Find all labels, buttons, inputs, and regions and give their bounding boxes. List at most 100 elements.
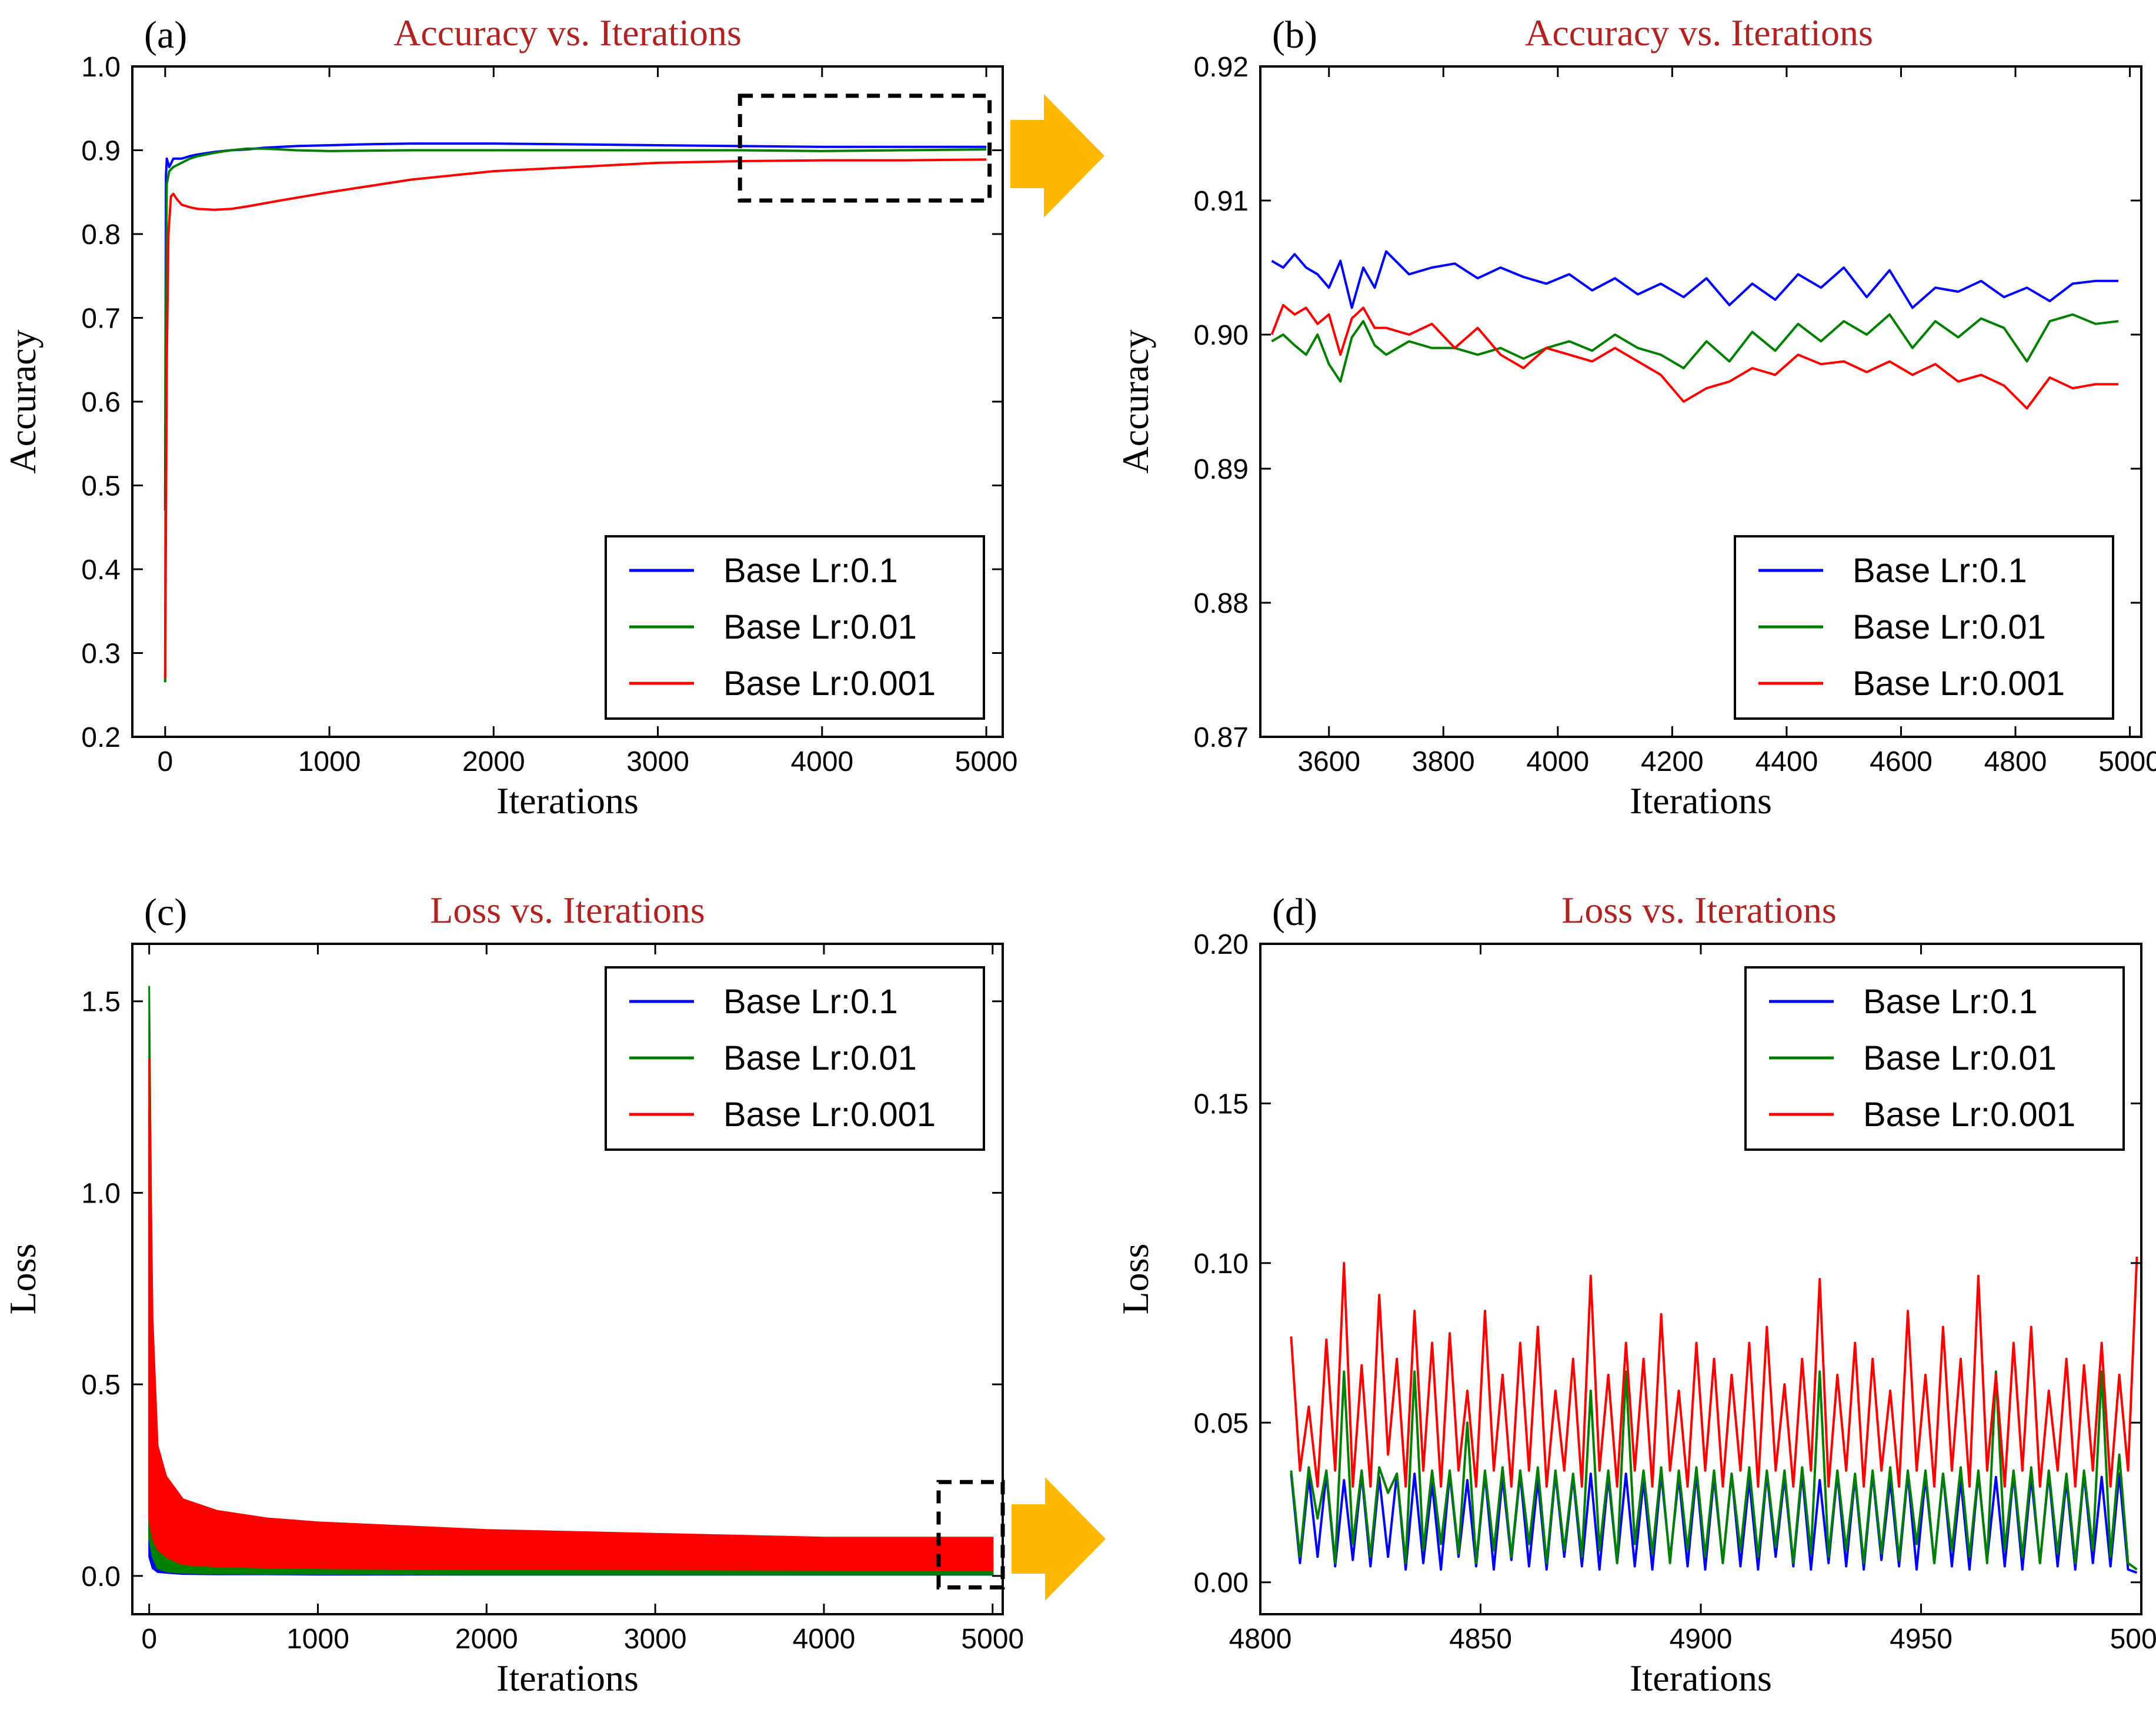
legend-label: Base Lr:0.1 — [1853, 552, 2027, 590]
y-tick-label: 0.0 — [81, 1561, 121, 1592]
series-line-0 — [1271, 250, 2119, 309]
y-axis-label: Accuracy — [1114, 329, 1156, 473]
series-line-1 — [1271, 313, 2119, 383]
x-tick-label: 4200 — [1641, 746, 1704, 777]
panel-d-loss-zoom: 4800 4850 4900 4950 5000 0.00 0.05 0.10 0.15 0.20… — [1114, 889, 2156, 1699]
chart-title: Accuracy vs. Iterations — [1525, 12, 1873, 54]
series-line-2 — [1270, 303, 2119, 410]
legend: Base Lr:0.1 Base Lr:0.01 Base Lr:0.001 — [1734, 535, 2114, 720]
legend-label: Base Lr:0.001 — [723, 665, 936, 703]
legend-frame — [1744, 966, 2125, 1151]
y-tick-label: 0.2 — [81, 722, 121, 753]
y-tick-label: 0.7 — [81, 303, 121, 335]
y-tick-label: 0.10 — [1194, 1248, 1249, 1280]
x-tick-label: 4800 — [1984, 746, 2047, 777]
legend: Base Lr:0.1 Base Lr:0.01 Base Lr:0.001 — [1744, 966, 2125, 1151]
chart-title: Loss vs. Iterations — [430, 889, 705, 931]
legend: Base Lr:0.1 Base Lr:0.01 Base Lr:0.001 — [605, 966, 985, 1151]
panel-label: (c) — [144, 891, 187, 934]
panel-a-accuracy: 0 1000 2000 3000 4000 5000 0.2 0.3 0.4 0.5 0.6 0.7 0… — [2, 12, 1017, 822]
legend-label: Base Lr:0.001 — [1863, 1096, 2075, 1134]
y-tick-label: 0.8 — [81, 219, 121, 251]
series-line-2 — [163, 158, 987, 679]
legend-label: Base Lr:0.1 — [1863, 983, 2038, 1021]
y-tick-label: 1.0 — [81, 1178, 121, 1209]
y-axis-label: Loss — [1114, 1244, 1156, 1315]
x-tick-label: 4950 — [1890, 1624, 1953, 1655]
x-tick-label: 1000 — [298, 746, 361, 777]
zoom-region-box — [737, 94, 992, 203]
y-tick-label: 1.0 — [81, 52, 121, 83]
x-tick-label: 2000 — [462, 746, 525, 777]
x-tick-label: 3600 — [1297, 746, 1360, 777]
y-tick-label: 0.90 — [1194, 320, 1249, 351]
x-tick-label: 5000 — [955, 746, 1018, 777]
y-tick-label: 0.91 — [1194, 186, 1249, 217]
plot-frame — [1259, 65, 2142, 738]
plot-area — [1290, 1256, 2138, 1574]
x-axis-label: Iterations — [496, 1657, 639, 1699]
x-tick-label: 3800 — [1412, 746, 1475, 777]
panel-label: (b) — [1272, 14, 1317, 56]
x-axis-label: Iterations — [1630, 1657, 1772, 1699]
y-tick-label: 0.5 — [81, 471, 121, 502]
plot-frame — [131, 943, 1004, 1615]
x-axis-label: Iterations — [1630, 780, 1772, 822]
y-tick-label: 0.20 — [1194, 929, 1249, 960]
x-tick-label: 5000 — [2110, 1624, 2156, 1655]
plot-area — [1270, 250, 2119, 410]
x-tick-label: 1000 — [286, 1624, 349, 1655]
y-tick-label: 0.00 — [1194, 1568, 1249, 1599]
legend-label: Base Lr:0.01 — [1853, 608, 2046, 646]
y-axis-label: Loss — [2, 1244, 44, 1315]
series-line-1 — [1290, 1370, 2138, 1571]
x-tick-label: 4000 — [1526, 746, 1589, 777]
x-tick-label: 4400 — [1755, 746, 1818, 777]
panel-label: (a) — [144, 14, 187, 56]
x-tick-label: 3000 — [626, 746, 689, 777]
y-tick-label: 0.9 — [81, 136, 121, 167]
y-tick-label: 0.88 — [1194, 588, 1249, 619]
x-tick-label: 4900 — [1670, 1624, 1733, 1655]
y-tick-label: 0.87 — [1194, 722, 1249, 753]
y-tick-label: 0.6 — [81, 387, 121, 418]
x-axis-label: Iterations — [496, 780, 639, 822]
y-axis-label: Accuracy — [2, 329, 44, 473]
x-tick-label: 3000 — [624, 1624, 687, 1655]
x-tick-label: 4600 — [1870, 746, 1933, 777]
x-tick-label: 5000 — [2098, 746, 2156, 777]
chart-title: Accuracy vs. Iterations — [393, 12, 742, 54]
zoom-arrow-bottom — [1012, 1477, 1106, 1601]
x-tick-label: 4000 — [793, 1624, 856, 1655]
x-tick-label: 2000 — [455, 1624, 518, 1655]
x-tick-label: 4000 — [790, 746, 853, 777]
y-tick-label: 0.15 — [1194, 1088, 1249, 1120]
y-tick-label: 0.5 — [81, 1370, 121, 1401]
y-tick-label: 0.3 — [81, 639, 121, 670]
legend: Base Lr:0.1 Base Lr:0.01 Base Lr:0.001 — [605, 535, 985, 720]
zoom-region-box — [936, 1480, 1005, 1590]
series-band-2 — [148, 1058, 994, 1571]
legend-label: Base Lr:0.1 — [723, 552, 898, 590]
panel-label: (d) — [1272, 891, 1317, 934]
plot-area — [163, 142, 987, 683]
legend-label: Base Lr:0.01 — [1863, 1039, 2057, 1077]
series-line-1 — [163, 147, 987, 683]
y-tick-label: 0.4 — [81, 555, 121, 586]
panel-c-loss: 0 1000 2000 3000 4000 5000 0.0 0.5 1.0 1.5 (c) Loss… — [2, 889, 1024, 1699]
y-tick-label: 0.92 — [1194, 52, 1249, 83]
x-tick-label: 4800 — [1229, 1624, 1292, 1655]
panel-b-accuracy-zoom: 3600 3800 4000 4200 4400 4600 4800 5000 0.87 0.88… — [1114, 12, 2156, 822]
chart-title: Loss vs. Iterations — [1561, 889, 1837, 931]
legend-label: Base Lr:0.01 — [723, 1039, 917, 1077]
legend-label: Base Lr:0.001 — [1853, 665, 2065, 703]
legend-label: Base Lr:0.1 — [723, 983, 898, 1021]
series-line-2 — [1290, 1256, 2138, 1488]
y-tick-label: 0.89 — [1194, 454, 1249, 485]
x-tick-label: 0 — [157, 746, 173, 777]
zoom-arrow-top — [1010, 94, 1104, 218]
x-tick-label: 5000 — [961, 1624, 1024, 1655]
plot-area — [148, 986, 994, 1576]
x-tick-label: 4850 — [1449, 1624, 1512, 1655]
